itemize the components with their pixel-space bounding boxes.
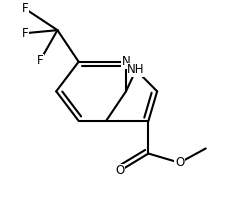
Text: O: O [175, 156, 184, 169]
Text: F: F [22, 2, 28, 15]
Text: N: N [122, 55, 130, 68]
Text: O: O [115, 164, 124, 177]
Text: F: F [22, 27, 28, 40]
Text: NH: NH [127, 63, 145, 76]
Text: F: F [37, 54, 43, 67]
